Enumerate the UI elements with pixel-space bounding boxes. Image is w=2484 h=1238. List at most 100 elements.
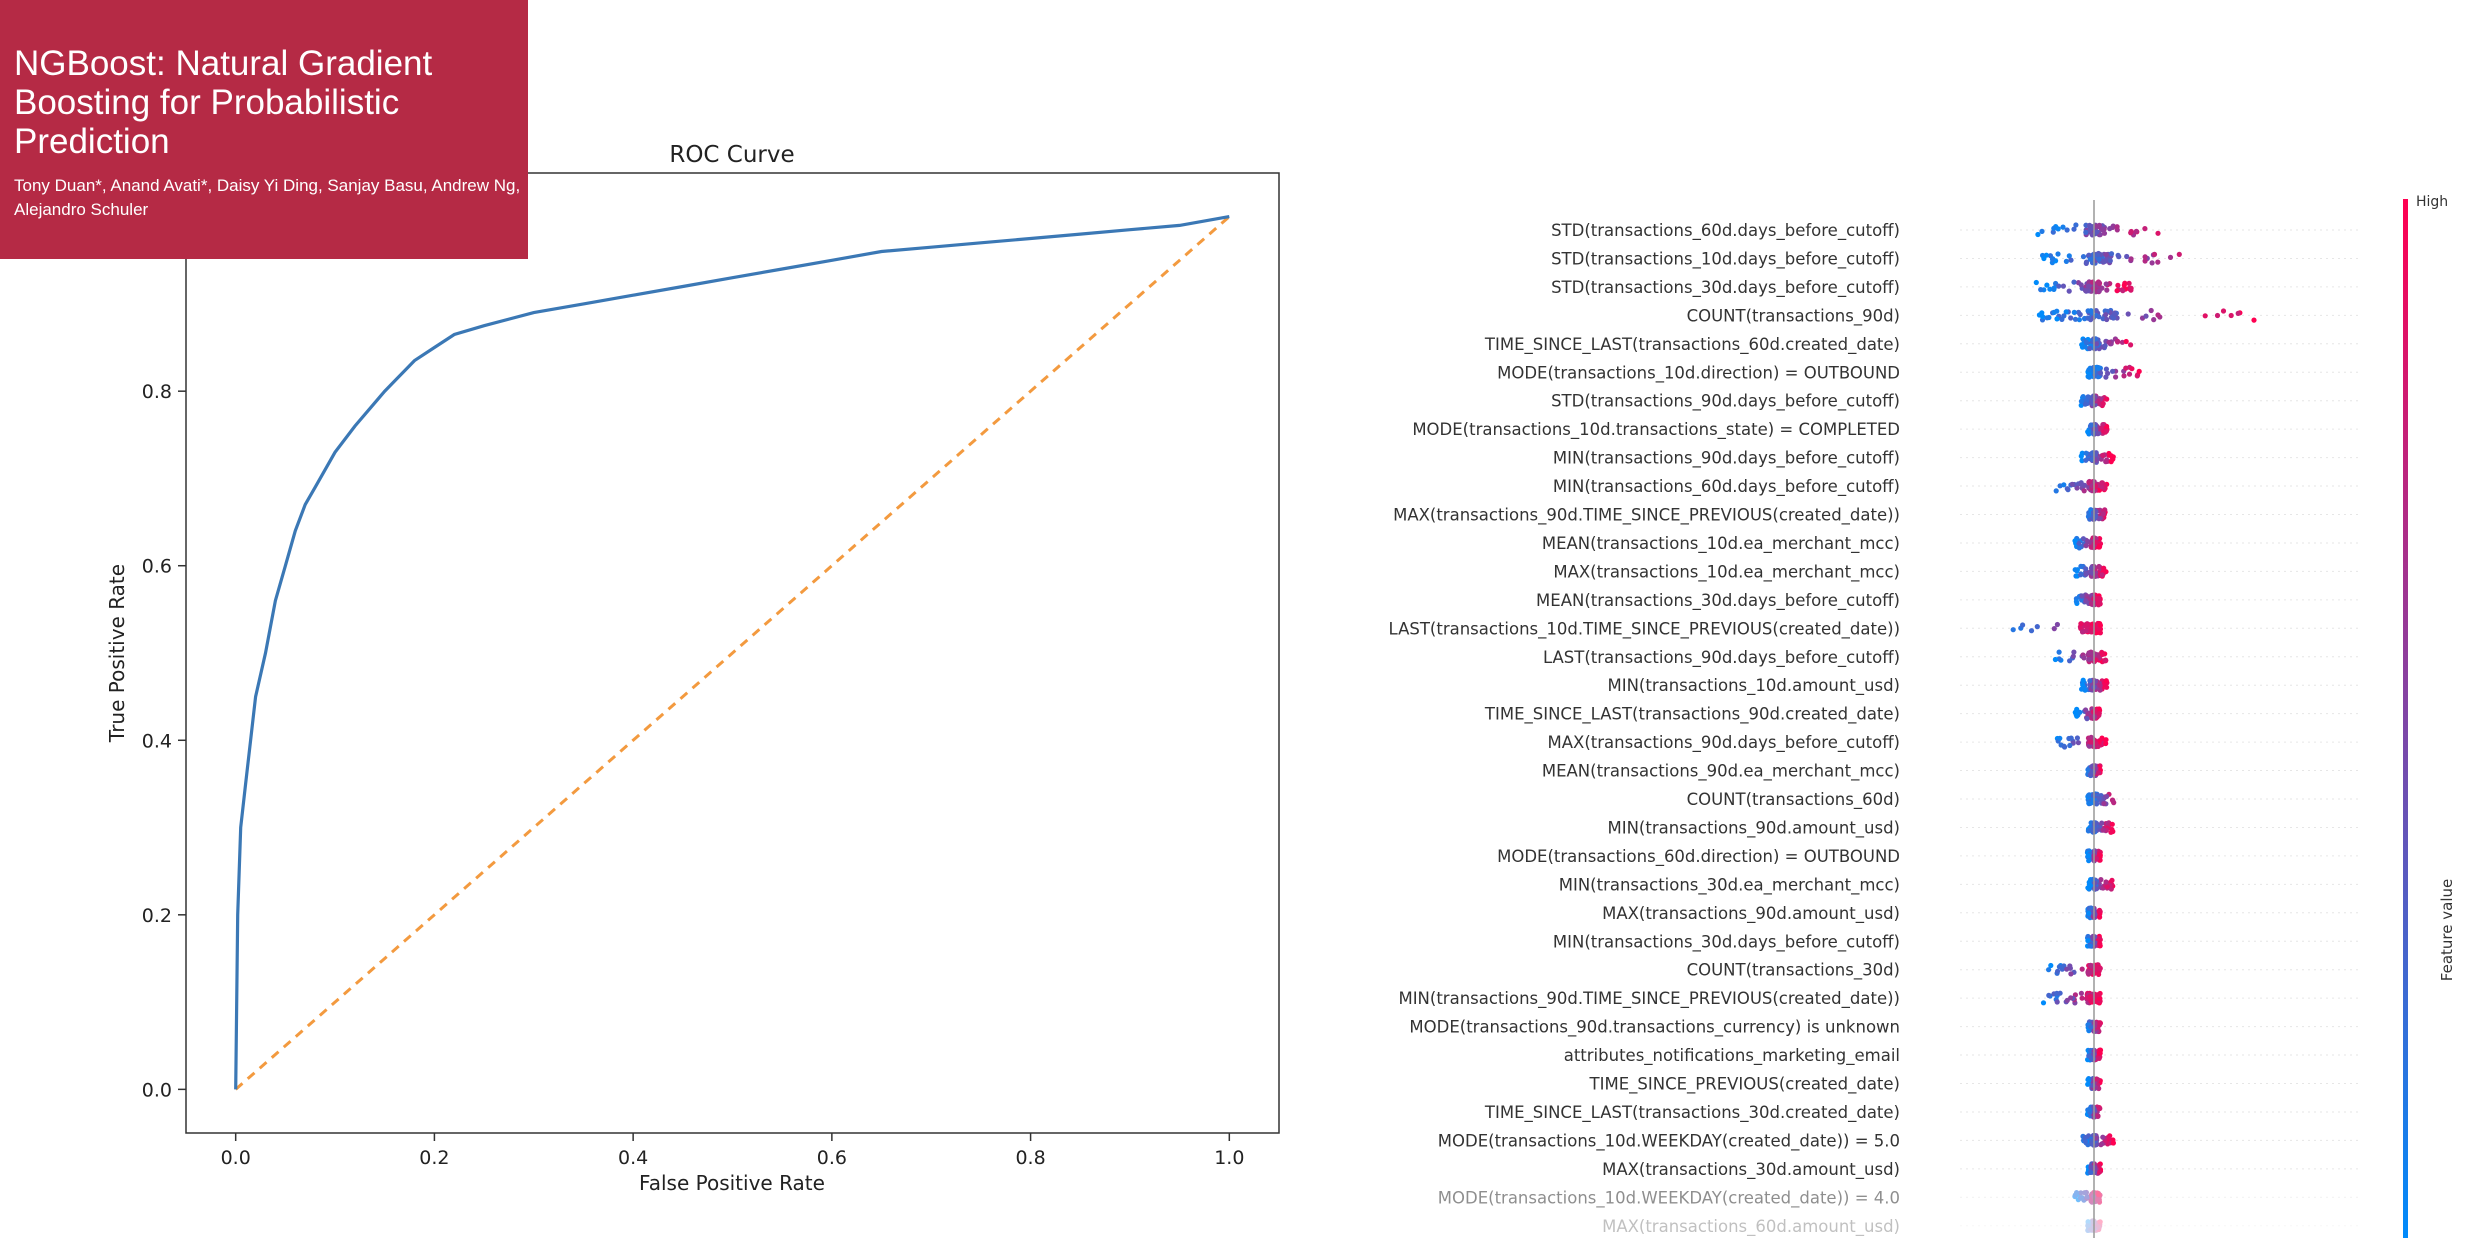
shap-feature-label: COUNT(transactions_30d) bbox=[1687, 961, 1900, 981]
shap-point bbox=[2102, 343, 2108, 349]
shap-point bbox=[2099, 480, 2105, 486]
shap-point bbox=[2083, 339, 2089, 345]
shap-point bbox=[2084, 716, 2090, 722]
shap-point bbox=[2039, 310, 2045, 316]
shap-feature-row: MAX(transactions_10d.ea_merchant_mcc) bbox=[1553, 562, 2360, 582]
shap-feature-label: TIME_SINCE_LAST(transactions_90d.created… bbox=[1484, 705, 1900, 725]
shap-point bbox=[2078, 621, 2084, 627]
shap-feature-label: MIN(transactions_90d.days_before_cutoff) bbox=[1553, 449, 1900, 469]
shap-point bbox=[2080, 394, 2086, 400]
shap-point bbox=[2077, 311, 2083, 318]
shap-point bbox=[2082, 1190, 2088, 1196]
shap-point bbox=[2082, 287, 2089, 294]
shap-feature-row: STD(transactions_30d.days_before_cutoff) bbox=[1551, 278, 2360, 298]
shap-point bbox=[2054, 621, 2060, 628]
shap-point bbox=[2010, 627, 2016, 633]
shap-point bbox=[2086, 1224, 2092, 1230]
shap-point bbox=[2089, 1227, 2095, 1233]
shap-point bbox=[2096, 1050, 2102, 1056]
shap-point bbox=[2100, 827, 2106, 833]
shap-point bbox=[2151, 251, 2158, 257]
shap-feature-row: LAST(transactions_10d.TIME_SINCE_PREVIOU… bbox=[1389, 619, 2360, 639]
shap-point bbox=[2116, 254, 2122, 260]
shap-point bbox=[2096, 907, 2103, 913]
shap-feature-row: MAX(transactions_30d.amount_usd) bbox=[1602, 1160, 2360, 1180]
shap-feature-label: STD(transactions_60d.days_before_cutoff) bbox=[1551, 221, 1900, 241]
shap-point bbox=[2108, 251, 2115, 257]
shap-point bbox=[2035, 231, 2041, 238]
shap-point bbox=[2081, 655, 2087, 661]
shap-point bbox=[2155, 259, 2161, 265]
shap-feature-label: MAX(transactions_30d.amount_usd) bbox=[1602, 1160, 1900, 1180]
shap-point bbox=[2087, 883, 2094, 889]
shap-feature-label: MODE(transactions_10d.transactions_state… bbox=[1412, 420, 1900, 440]
roc-x-tick-label: 1.0 bbox=[1214, 1147, 1244, 1169]
shap-point bbox=[2083, 707, 2089, 713]
shap-point bbox=[2086, 1106, 2092, 1113]
shap-point bbox=[2097, 941, 2103, 947]
shap-point bbox=[2084, 621, 2090, 627]
shap-point bbox=[2038, 287, 2044, 293]
shap-point bbox=[2085, 1219, 2091, 1225]
shap-point bbox=[2097, 914, 2103, 920]
shap-point bbox=[2079, 629, 2086, 635]
shap-point bbox=[2085, 1227, 2091, 1233]
shap-point bbox=[2078, 990, 2084, 996]
shap-point bbox=[2094, 252, 2100, 258]
shap-point bbox=[2085, 853, 2091, 859]
shap-point bbox=[2103, 312, 2109, 318]
shap-point bbox=[2087, 1225, 2093, 1231]
shap-feature-row: MODE(transactions_60d.direction) = OUTBO… bbox=[1497, 847, 2360, 867]
shap-point bbox=[2099, 572, 2105, 578]
shap-point bbox=[2081, 488, 2087, 494]
shap-point bbox=[2123, 365, 2129, 371]
shap-point bbox=[2097, 536, 2103, 542]
shap-feature-row: MIN(transactions_10d.amount_usd) bbox=[1607, 676, 2360, 696]
shap-point bbox=[2086, 252, 2092, 258]
shap-point bbox=[2082, 344, 2088, 350]
shap-point bbox=[2071, 649, 2077, 655]
shap-point bbox=[2073, 222, 2079, 228]
shap-point bbox=[2123, 338, 2129, 345]
shap-point bbox=[2086, 910, 2092, 916]
shap-point bbox=[2104, 287, 2110, 293]
shap-point bbox=[2061, 313, 2067, 319]
shap-feature-label: MAX(transactions_90d.days_before_cutoff) bbox=[1548, 733, 1900, 753]
shap-point bbox=[2067, 742, 2073, 749]
shap-feature-label: attributes_notifications_marketing_email bbox=[1564, 1046, 1900, 1066]
shap-point bbox=[2088, 565, 2095, 571]
shap-point bbox=[2083, 566, 2089, 572]
shap-point bbox=[2096, 710, 2102, 716]
shap-feature-row: attributes_notifications_marketing_email bbox=[1564, 1046, 2360, 1066]
shap-feature-label: STD(transactions_30d.days_before_cutoff) bbox=[1551, 278, 1900, 298]
shap-point bbox=[2085, 793, 2091, 799]
shap-point bbox=[2075, 740, 2081, 746]
shap-feature-label: MIN(transactions_30d.ea_merchant_mcc) bbox=[1559, 875, 1900, 895]
shap-point bbox=[2142, 258, 2148, 264]
shap-feature-label: MIN(transactions_30d.days_before_cutoff) bbox=[1553, 932, 1900, 952]
shap-point bbox=[2088, 1220, 2094, 1226]
shap-point bbox=[2100, 1134, 2106, 1140]
shap-point bbox=[2088, 422, 2094, 428]
shap-point bbox=[2078, 1190, 2084, 1196]
shap-point bbox=[2056, 283, 2062, 289]
shap-point bbox=[2214, 312, 2221, 319]
shap-point bbox=[2094, 229, 2100, 235]
shap-point bbox=[2064, 997, 2070, 1004]
shap-point bbox=[2076, 317, 2082, 323]
shap-point bbox=[2114, 288, 2120, 294]
shap-point bbox=[2072, 710, 2079, 716]
shap-point bbox=[2083, 457, 2089, 463]
shap-point bbox=[2090, 1082, 2096, 1089]
shap-point bbox=[2068, 315, 2074, 321]
shap-point bbox=[2098, 877, 2104, 883]
shap-point bbox=[2107, 258, 2113, 264]
shap-feature-label: STD(transactions_90d.days_before_cutoff) bbox=[1551, 392, 1900, 412]
shap-feature-label: MIN(transactions_90d.TIME_SINCE_PREVIOUS… bbox=[1398, 989, 1900, 1009]
shap-point bbox=[2068, 971, 2074, 977]
shap-point bbox=[2092, 1020, 2098, 1026]
shap-point bbox=[2096, 1225, 2102, 1231]
shap-point bbox=[2103, 366, 2109, 372]
shap-point bbox=[2088, 1226, 2095, 1232]
shap-point bbox=[2068, 257, 2074, 263]
